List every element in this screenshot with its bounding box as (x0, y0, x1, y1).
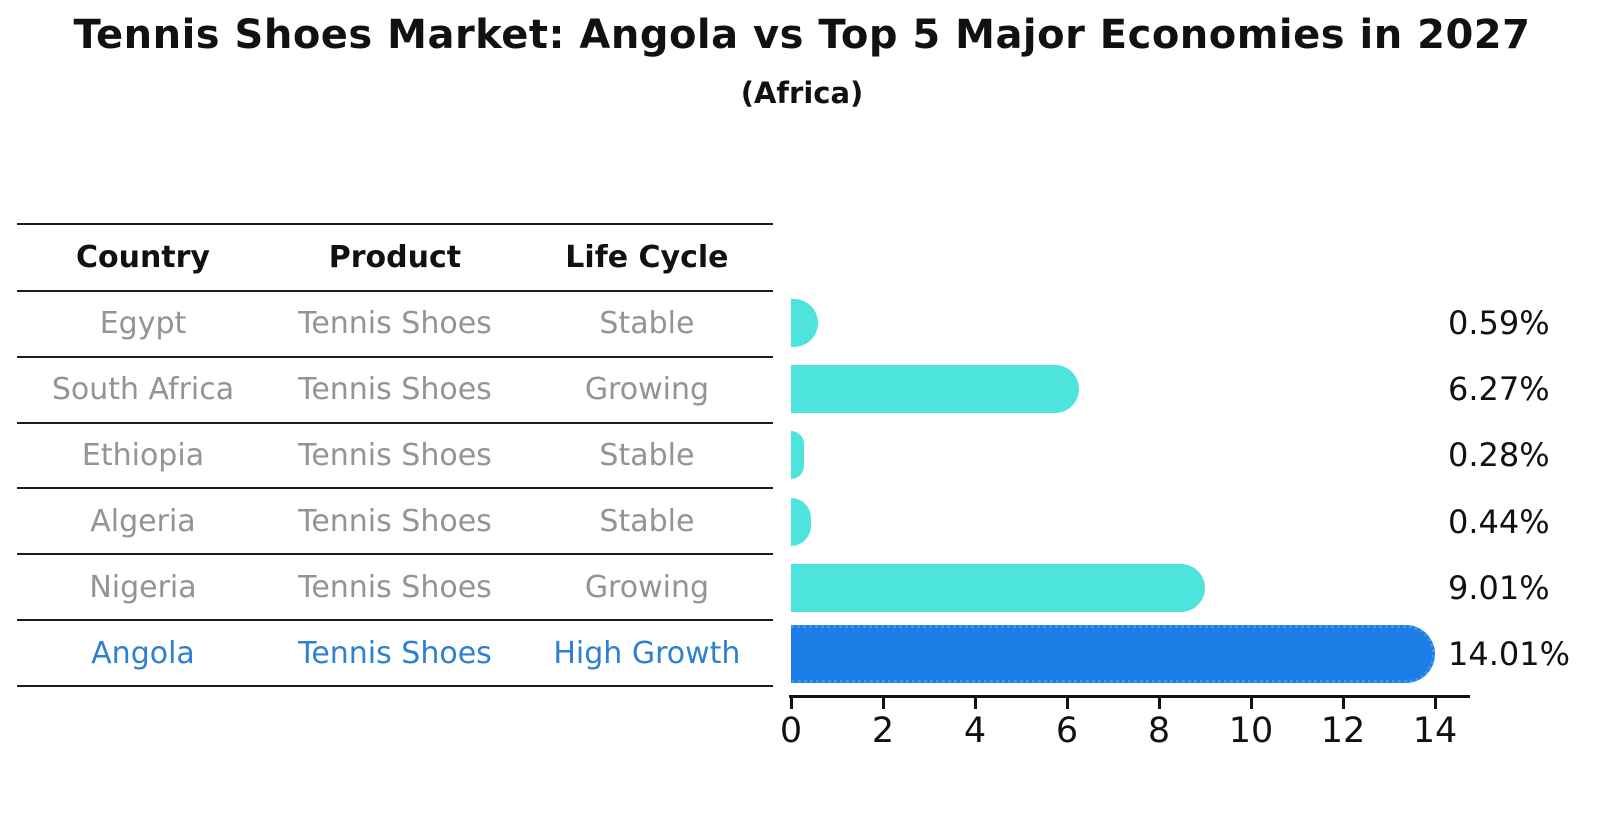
x-tick-mark (1434, 695, 1437, 709)
country-table: Country Product Life Cycle Egypt Tennis … (17, 223, 773, 687)
bar-angola-highlighted (791, 624, 1436, 683)
x-tick-mark (1342, 695, 1345, 709)
cell-country: Algeria (90, 503, 196, 539)
bar-ethiopia (791, 431, 804, 480)
value-label-angola: 14.01% (1448, 634, 1571, 673)
x-axis-line (789, 695, 1470, 698)
x-tick-mark (1250, 695, 1253, 709)
cell-life-cycle: Growing (584, 569, 710, 605)
x-tick-label: 12 (1320, 711, 1366, 751)
cell-product: Tennis Shoes (298, 372, 492, 408)
value-label-south-africa: 6.27% (1448, 370, 1550, 409)
table-row-nigeria: Nigeria Tennis Shoes Growing (17, 555, 773, 622)
x-tick-label: 4 (963, 711, 987, 751)
cell-life-cycle: Stable (599, 306, 695, 342)
table-row-egypt: Egypt Tennis Shoes Stable (17, 292, 773, 358)
cell-country: Ethiopia (81, 438, 205, 474)
value-label-egypt: 0.59% (1448, 304, 1550, 343)
x-tick-label: 0 (779, 711, 803, 751)
bar-egypt (791, 299, 819, 348)
x-tick-label: 10 (1228, 711, 1274, 751)
bar-band-angola (791, 621, 1491, 687)
bar-nigeria (791, 563, 1206, 612)
chart-subtitle: (Africa) (740, 76, 864, 110)
x-tick-label: 6 (1055, 711, 1079, 751)
cell-product: Tennis Shoes (298, 569, 492, 605)
bar-band-nigeria (791, 555, 1491, 621)
value-label-nigeria: 9.01% (1448, 568, 1550, 607)
table-row-angola-highlighted: Angola Tennis Shoes High Growth (17, 621, 773, 687)
bar-south-africa (791, 365, 1080, 414)
cell-country: Nigeria (89, 569, 197, 605)
table-row-algeria: Algeria Tennis Shoes Stable (17, 489, 773, 556)
x-axis-ticks: 0 2 4 6 8 10 12 14 (780, 695, 1491, 765)
bar-algeria (791, 497, 812, 546)
bar-band-algeria (791, 489, 1491, 555)
cell-product: Tennis Shoes (298, 503, 492, 539)
cell-country: South Africa (51, 372, 235, 408)
value-labels: 0.59% 6.27% 0.28% 0.44% 9.01% 14.01% (1448, 290, 1604, 687)
cell-life-cycle: Growing (584, 372, 710, 408)
cell-life-cycle: High Growth (553, 635, 741, 671)
table-row-south-africa: South Africa Tennis Shoes Growing (17, 358, 773, 424)
cell-country: Egypt (99, 306, 187, 342)
column-header-product: Product (328, 240, 462, 275)
cell-life-cycle: Stable (599, 503, 695, 539)
bar-band-south-africa (791, 356, 1491, 422)
bar-plot-area (791, 290, 1491, 687)
bar-band-ethiopia (791, 422, 1491, 488)
value-label-algeria: 0.44% (1448, 502, 1550, 541)
cell-product: Tennis Shoes (298, 306, 492, 342)
x-tick-label: 2 (871, 711, 895, 751)
cell-country: Angola (91, 635, 195, 671)
table-row-ethiopia: Ethiopia Tennis Shoes Stable (17, 424, 773, 490)
x-tick-mark (790, 695, 793, 709)
x-tick-mark (974, 695, 977, 709)
cell-life-cycle: Stable (599, 438, 695, 474)
column-header-life-cycle: Life Cycle (565, 240, 729, 275)
value-label-ethiopia: 0.28% (1448, 436, 1550, 475)
column-header-country: Country (75, 240, 210, 275)
cell-product: Tennis Shoes (298, 635, 492, 671)
x-tick-mark (882, 695, 885, 709)
x-tick-mark (1066, 695, 1069, 709)
x-tick-label: 14 (1412, 711, 1458, 751)
x-tick-label: 8 (1147, 711, 1171, 751)
table-header-row: Country Product Life Cycle (17, 225, 773, 292)
cell-product: Tennis Shoes (298, 438, 492, 474)
chart-title: Tennis Shoes Market: Angola vs Top 5 Maj… (73, 12, 1531, 58)
bar-band-egypt (791, 290, 1491, 356)
x-tick-mark (1158, 695, 1161, 709)
